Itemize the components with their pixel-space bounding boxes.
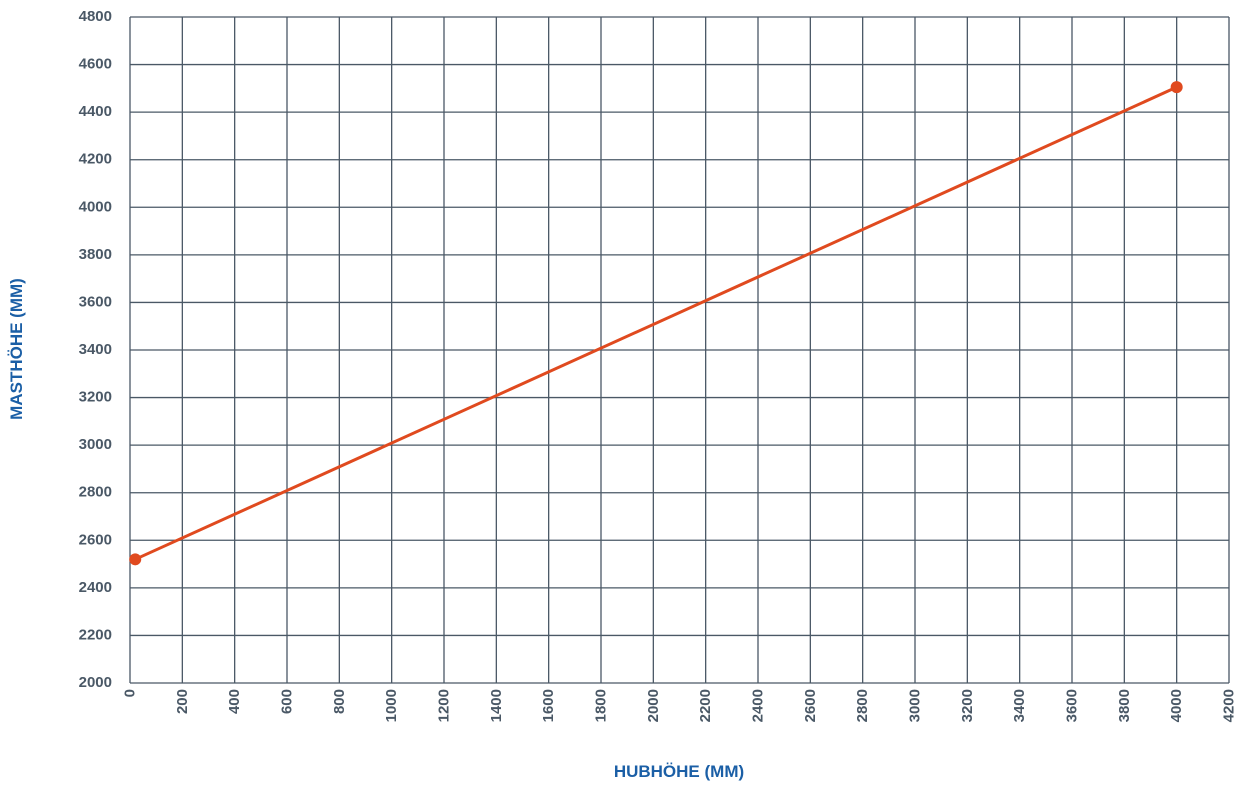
y-tick-label: 2000 [79, 674, 112, 691]
y-tick-label: 3400 [79, 341, 112, 358]
x-tick-label: 600 [278, 689, 295, 714]
y-tick-label: 2800 [79, 484, 112, 501]
data-point [1170, 81, 1183, 94]
x-tick-label: 3400 [1011, 689, 1028, 722]
x-tick-label: 800 [331, 689, 348, 714]
y-tick-label: 2600 [79, 531, 112, 548]
y-axis-title: MASTHÖHE (MM) [7, 278, 26, 420]
x-tick-label: 0 [121, 689, 138, 697]
y-tick-label: 4800 [79, 8, 112, 25]
y-tick-label: 2200 [79, 626, 112, 643]
y-tick-label: 3800 [79, 246, 112, 263]
y-tick-label: 3000 [79, 436, 112, 453]
y-tick-label: 3600 [79, 293, 112, 310]
y-tick-label: 4400 [79, 103, 112, 120]
x-tick-label: 1800 [592, 689, 609, 722]
data-point [129, 553, 142, 566]
y-tick-label: 2400 [79, 579, 112, 596]
grid [129, 16, 1230, 684]
x-axis-ticks: 0 200 400 600 800 1000 1200 1400 1600 1800 2000 220… [121, 689, 1237, 722]
x-tick-label: 1000 [383, 689, 400, 722]
y-tick-label: 4600 [79, 56, 112, 73]
x-tick-label: 3800 [1116, 689, 1133, 722]
series [129, 81, 1183, 566]
x-tick-label: 3200 [959, 689, 976, 722]
x-tick-label: 1200 [435, 689, 452, 722]
y-tick-label: 3200 [79, 389, 112, 406]
y-tick-label: 4200 [79, 151, 112, 168]
x-tick-label: 4200 [1220, 689, 1237, 722]
x-tick-label: 1600 [540, 689, 557, 722]
y-tick-label: 4000 [79, 198, 112, 215]
y-axis-ticks: 2000 2200 2400 2600 2800 3000 3200 3400 3600 3800… [79, 8, 112, 691]
x-tick-label: 2200 [697, 689, 714, 722]
x-axis-title: HUBHÖHE (MM) [614, 762, 744, 781]
x-tick-label: 400 [226, 689, 243, 714]
x-tick-label: 2600 [802, 689, 819, 722]
x-tick-label: 200 [174, 689, 191, 714]
x-tick-label: 3000 [906, 689, 923, 722]
x-tick-label: 3600 [1063, 689, 1080, 722]
x-tick-label: 4000 [1168, 689, 1185, 722]
series-line [134, 85, 1178, 561]
x-tick-label: 2000 [645, 689, 662, 722]
x-tick-label: 1400 [488, 689, 505, 722]
x-tick-label: 2400 [749, 689, 766, 722]
x-tick-label: 2800 [854, 689, 871, 722]
